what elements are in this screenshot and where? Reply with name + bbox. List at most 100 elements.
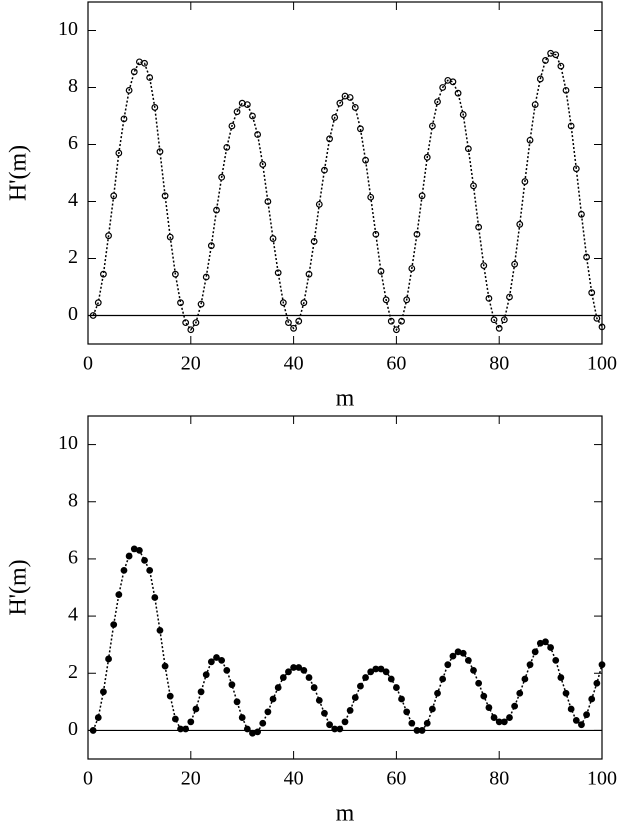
data-point: [161, 192, 169, 200]
data-point: [398, 695, 405, 703]
data-point: [274, 269, 282, 277]
data-point: [187, 718, 195, 726]
data-point: [526, 136, 534, 144]
data-point: [228, 681, 236, 689]
data-point: [480, 262, 488, 270]
data-point: [146, 566, 154, 574]
data-point: [315, 697, 323, 704]
y-tick-label: 6: [68, 547, 78, 569]
data-point: [100, 688, 107, 696]
data-point: [94, 299, 102, 307]
data-point: [470, 666, 477, 674]
data-point: [542, 57, 549, 64]
data-point: [382, 296, 390, 304]
data-point: [94, 714, 102, 721]
data-point: [346, 707, 354, 714]
data-point: [516, 689, 524, 697]
data-point: [377, 665, 385, 673]
data-point: [125, 86, 133, 94]
data-point: [120, 115, 128, 123]
data-point: [454, 89, 462, 97]
data-point: [387, 317, 395, 325]
data-point: [521, 675, 529, 683]
data-point: [418, 727, 426, 734]
data-point: [536, 75, 544, 83]
data-point: [279, 299, 287, 307]
data-point: [223, 666, 231, 674]
data-point: [151, 104, 159, 111]
data-point: [254, 728, 262, 736]
data-point: [490, 714, 498, 721]
data-point: [310, 684, 318, 691]
data-point: [531, 101, 539, 108]
data-point: [572, 717, 580, 724]
data-point: [238, 714, 246, 721]
data-point: [459, 649, 467, 657]
x-axis-label: m: [336, 386, 355, 412]
data-point: [403, 296, 411, 304]
y-tick-label: 4: [68, 189, 78, 211]
data-point: [588, 289, 596, 297]
data-point: [480, 692, 488, 700]
data-point: [321, 709, 328, 717]
data-point: [500, 718, 508, 726]
data-point: [367, 668, 375, 676]
data-point: [485, 295, 493, 302]
data-point: [171, 270, 179, 278]
data-point: [562, 689, 570, 697]
data-point: [264, 708, 272, 716]
data-point: [192, 319, 200, 327]
y-tick-label: 8: [68, 75, 78, 97]
data-point: [387, 675, 395, 683]
data-point: [470, 182, 477, 190]
data-point: [310, 237, 318, 245]
data-point: [279, 674, 287, 681]
data-point: [146, 74, 154, 81]
data-point: [428, 705, 436, 713]
x-axis-label: m: [336, 801, 355, 823]
data-point: [243, 101, 251, 108]
data-point: [218, 656, 226, 664]
data-point: [377, 267, 385, 275]
data-point: [326, 135, 333, 143]
data-point: [542, 638, 549, 646]
data-point: [598, 323, 606, 331]
data-point: [393, 684, 400, 691]
data-point: [583, 711, 590, 719]
data-point: [336, 99, 344, 107]
x-tick-label: 80: [489, 353, 509, 375]
data-point: [547, 644, 554, 651]
data-point: [300, 666, 308, 674]
data-point: [511, 702, 519, 710]
data-point: [382, 668, 390, 676]
data-point: [464, 656, 472, 664]
y-tick-label: 10: [58, 18, 78, 40]
y-tick-label: 8: [68, 489, 78, 511]
data-point: [161, 662, 169, 670]
data-point: [233, 698, 241, 706]
data-point: [552, 656, 560, 664]
data-point: [511, 260, 519, 268]
data-point: [202, 671, 210, 679]
data-point: [115, 591, 123, 599]
data-point: [449, 78, 457, 86]
data-point: [362, 156, 369, 164]
data-point: [464, 145, 472, 153]
data-point: [506, 714, 513, 721]
data-point: [351, 104, 359, 111]
data-point: [557, 62, 565, 70]
data-point: [300, 299, 308, 307]
data-point: [362, 674, 369, 681]
data-point: [506, 293, 513, 301]
data-point: [490, 316, 498, 324]
data-point: [177, 299, 184, 307]
data-point: [89, 312, 97, 319]
data-point: [321, 166, 328, 174]
data-point: [89, 727, 97, 734]
data-point: [434, 689, 441, 697]
y-tick-label: 6: [68, 132, 78, 154]
data-point: [290, 324, 298, 332]
data-point: [495, 324, 503, 332]
data-point: [500, 316, 508, 324]
